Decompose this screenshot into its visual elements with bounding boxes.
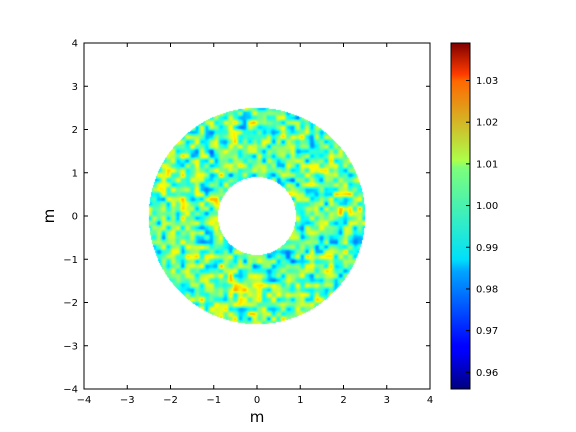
colorbar-tick-label: 1.01 (476, 159, 498, 170)
x-tick-label: −1 (206, 395, 221, 406)
x-tick-label: −3 (120, 395, 135, 406)
y-tick-label: −2 (63, 298, 78, 309)
x-axis: −4 −3 −2 −1 0 1 2 3 4 (77, 43, 433, 406)
annulus-field (84, 43, 430, 389)
colorbar-tick-label: 0.98 (476, 284, 498, 295)
colorbar-gradient (450, 42, 471, 390)
x-tick-label: 3 (384, 395, 390, 406)
x-tick-label: 1 (297, 395, 303, 406)
colorbar-tick-label: 0.97 (476, 326, 498, 337)
y-tick-label: 2 (72, 125, 78, 136)
colorbar-tick-label: 1.00 (476, 201, 498, 212)
colorbar-tick-label: 1.03 (476, 76, 498, 87)
colorbar-tick-label: 0.99 (476, 243, 498, 254)
colorbar-tick-label: 0.96 (476, 368, 498, 379)
y-axis-label: m (40, 209, 58, 224)
y-tick-label: 0 (72, 212, 78, 223)
colorbar-ticks: 0.96 0.97 0.98 0.99 1.00 1.01 1.02 1.03 (466, 76, 498, 379)
x-tick-label: 2 (340, 395, 346, 406)
x-axis-label: m (250, 408, 265, 426)
y-tick-label: −3 (63, 341, 78, 352)
x-tick-label: −2 (163, 395, 178, 406)
y-tick-label: −1 (63, 255, 78, 266)
heatmap-plot-area (83, 42, 431, 390)
colorbar-tick-label: 1.02 (476, 118, 498, 129)
y-tick-label: 4 (72, 39, 78, 50)
y-axis: −4 −3 −2 −1 0 1 2 3 4 (63, 39, 430, 396)
colorbar: 0.96 0.97 0.98 0.99 1.00 1.01 1.02 1.03 (450, 42, 498, 390)
x-tick-label: 4 (427, 395, 433, 406)
x-tick-label: 0 (254, 395, 260, 406)
y-tick-label: 3 (72, 82, 78, 93)
y-tick-label: 1 (72, 168, 78, 179)
x-tick-label: −4 (77, 395, 92, 406)
y-tick-label: −4 (63, 385, 78, 396)
